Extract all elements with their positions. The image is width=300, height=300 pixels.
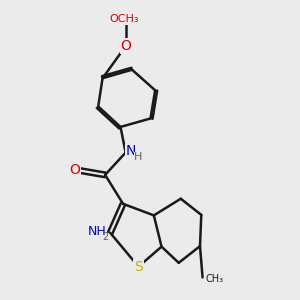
Text: O: O bbox=[120, 39, 131, 53]
Text: NH: NH bbox=[88, 225, 106, 238]
Text: OCH₃: OCH₃ bbox=[110, 14, 139, 24]
Text: S: S bbox=[134, 260, 143, 274]
Text: CH₃: CH₃ bbox=[206, 274, 224, 284]
Text: 2: 2 bbox=[102, 232, 108, 242]
Text: H: H bbox=[134, 152, 142, 162]
Text: O: O bbox=[70, 163, 81, 177]
Text: N: N bbox=[126, 144, 136, 158]
